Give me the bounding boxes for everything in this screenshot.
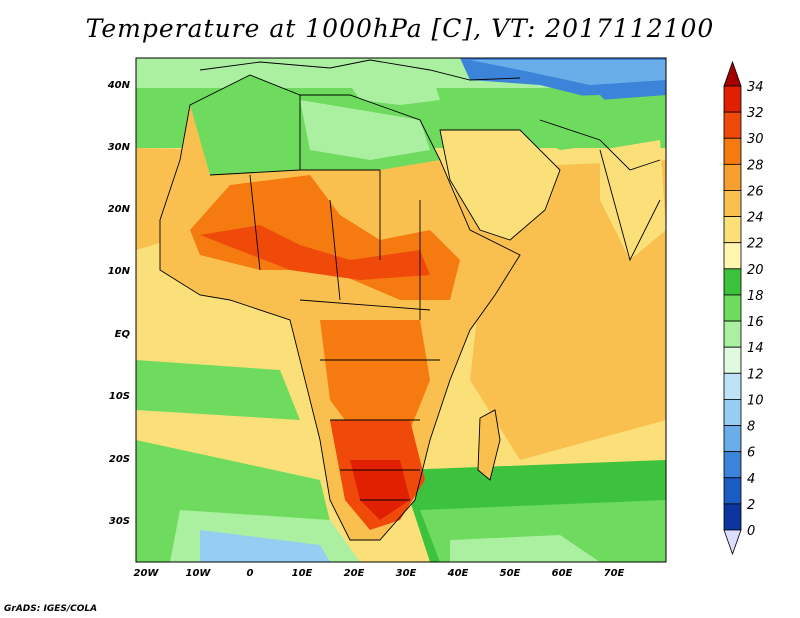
lat-tick-label: 30N <box>108 142 131 153</box>
lat-tick-label: EQ <box>115 329 131 340</box>
colorbar-label: 18 <box>747 289 764 304</box>
colorbar-label: 0 <box>747 524 755 539</box>
lat-tick-label: 10N <box>108 266 131 277</box>
latitude-axis: 40N 30N 20N 10N EQ 10S 20S 30S <box>107 80 131 527</box>
colorbar-swatch <box>723 163 742 191</box>
colorbar-label: 8 <box>747 420 755 435</box>
lon-tick-label: 10E <box>292 568 313 579</box>
colorbar-swatch <box>723 216 742 244</box>
colorbar-label: 14 <box>747 341 764 356</box>
colorbar-label: 16 <box>747 315 764 330</box>
colorbar-label: 6 <box>747 446 755 461</box>
colorbar-swatch <box>723 346 742 374</box>
colorbar-swatch <box>723 268 742 296</box>
map-frame <box>135 57 667 563</box>
colorbar-swatch <box>723 111 742 139</box>
lon-tick-label: 0 <box>247 568 254 579</box>
lon-tick-label: 70E <box>604 568 625 579</box>
colorbar-swatch <box>723 242 742 270</box>
colorbar-swatch <box>723 503 742 531</box>
colorbar-swatch <box>723 425 742 453</box>
lon-tick-label: 20W <box>134 568 160 579</box>
colorbar-label: 4 <box>747 472 755 487</box>
colorbar-min-arrow <box>723 529 742 556</box>
colorbar-swatch <box>723 399 742 426</box>
colorbar-label: 34 <box>747 80 764 95</box>
lon-tick-label: 40E <box>447 568 469 579</box>
colorbar-swatch <box>723 320 742 348</box>
colorbar-swatch <box>723 190 742 217</box>
lon-tick-label: 10W <box>186 568 212 579</box>
lat-tick-label: 20N <box>108 204 131 215</box>
lon-tick-label: 30E <box>396 568 417 579</box>
colorbar-label: 28 <box>747 158 764 173</box>
lat-tick-label: 20S <box>109 454 130 465</box>
colorbar-label: 26 <box>747 184 764 199</box>
colorbar-label: 22 <box>747 237 764 252</box>
lon-tick-label: 50E <box>500 568 521 579</box>
lat-tick-label: 30S <box>109 516 130 527</box>
temperature-field <box>136 58 666 562</box>
colorbar-swatch <box>723 137 742 165</box>
map-title: Temperature at 1000hPa [C], VT: 20171121… <box>85 14 715 43</box>
colorbar-label: 30 <box>747 132 764 147</box>
colorbar-swatch <box>723 372 742 400</box>
lat-tick-label: 40N <box>107 80 131 91</box>
colorbar-swatch <box>723 451 742 479</box>
lon-tick-label: 20E <box>344 568 365 579</box>
colorbar-label: 20 <box>747 263 764 278</box>
colorbar-swatch <box>723 294 742 322</box>
lon-tick-label: 60E <box>552 568 573 579</box>
colorbar-label: 10 <box>747 393 764 408</box>
colorbar-swatch <box>723 477 742 505</box>
colorbar-label: 24 <box>747 211 764 226</box>
colorbar-swatch <box>723 85 742 113</box>
colorbar-label: 2 <box>747 498 755 513</box>
credit-text: GrADS: IGES/COLA <box>4 604 98 614</box>
lat-tick-label: 10S <box>109 391 130 402</box>
colorbar-max-arrow <box>723 60 742 87</box>
colorbar-label: 12 <box>747 367 764 382</box>
longitude-axis: 20W 10W 0 10E 20E 30E 40E 50E 60E 70E <box>134 568 625 579</box>
colorbar-label: 32 <box>747 106 764 121</box>
